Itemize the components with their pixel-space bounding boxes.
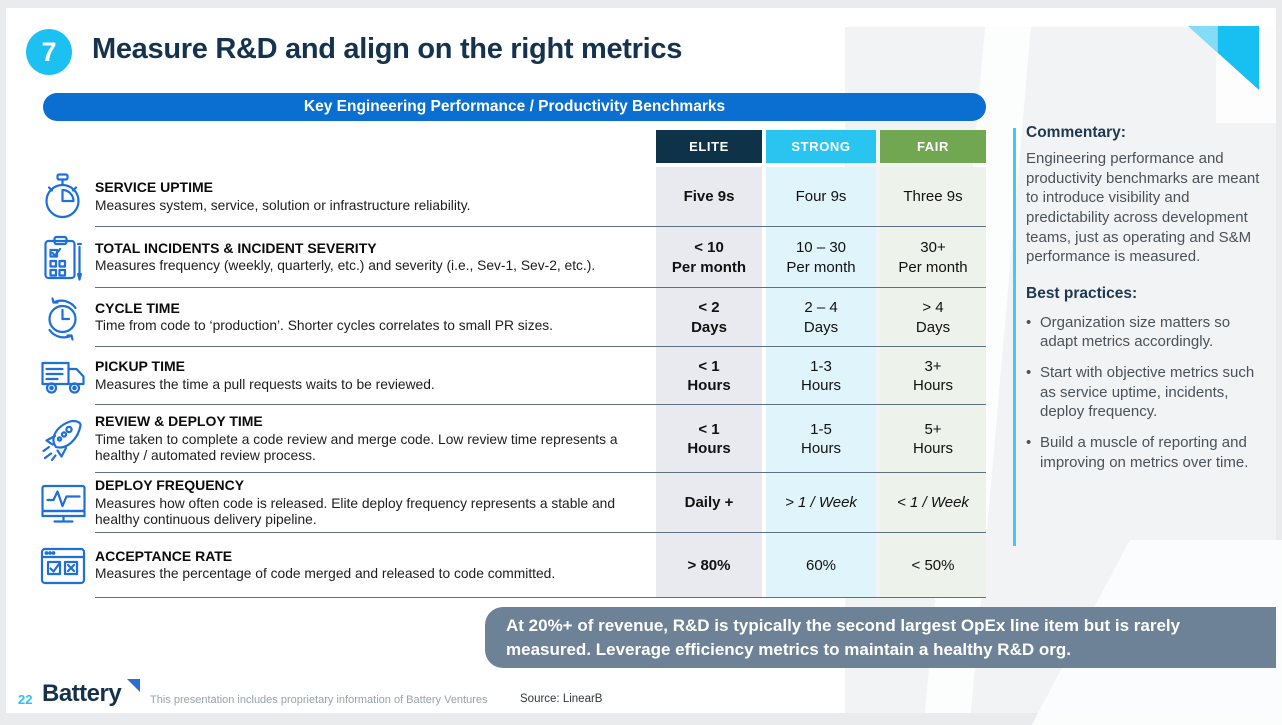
fair-value: > 4 Days bbox=[880, 288, 986, 347]
metric-description: Measures the percentage of code merged a… bbox=[95, 566, 556, 582]
page-number: 22 bbox=[18, 692, 33, 707]
metric-description: Time taken to complete a code review and… bbox=[95, 431, 618, 464]
truck-icon bbox=[40, 347, 95, 405]
table-row: REVIEW & DEPLOY TIME Time taken to compl… bbox=[40, 405, 986, 473]
section-banner: Key Engineering Performance / Productivi… bbox=[43, 93, 986, 121]
metric-name: ACCEPTANCE RATE bbox=[95, 547, 233, 564]
benchmark-table: ELITE STRONG FAIR SERVICE UPTIME Measure… bbox=[40, 130, 986, 598]
stopwatch-icon bbox=[40, 167, 95, 227]
best-practice-item: • Start with objective metrics such as se… bbox=[1026, 364, 1255, 421]
fair-value: 5+ Hours bbox=[880, 405, 986, 473]
fair-value: < 1 / Week bbox=[880, 473, 986, 533]
metric-description: Measures system, service, solution or in… bbox=[95, 197, 471, 213]
strong-value: 60% bbox=[766, 533, 876, 598]
best-practices-list: • Organization size matters so adapt metr… bbox=[1026, 313, 1268, 472]
best-practice-item: • Organization size matters so adapt metr… bbox=[1026, 313, 1231, 351]
fair-value: 3+ Hours bbox=[880, 347, 986, 405]
strong-value: Four 9s bbox=[766, 167, 876, 227]
table-row: SERVICE UPTIME Measures system, service,… bbox=[40, 167, 986, 227]
elite-value: < 1 Hours bbox=[656, 405, 762, 473]
metric-name: PICKUP TIME bbox=[95, 358, 185, 375]
elite-value: < 2 Days bbox=[656, 288, 762, 347]
table-row: PICKUP TIME Measures the time a pull req… bbox=[40, 347, 986, 405]
elite-value: < 1 Hours bbox=[656, 347, 762, 405]
footer-source: Source: LinearB bbox=[520, 693, 603, 705]
browser-check-icon bbox=[40, 533, 95, 598]
clipboard-checklist-icon bbox=[40, 227, 95, 288]
header-spacer bbox=[40, 130, 656, 163]
commentary-text: Engineering performance and productivity… bbox=[1026, 150, 1260, 266]
strong-value: 10 – 30 Per month bbox=[766, 227, 876, 288]
elite-value: < 10 Per month bbox=[656, 227, 762, 288]
cycle-clock-icon bbox=[40, 288, 95, 347]
commentary-sidebar: Commentary: Engineering performance and … bbox=[1026, 124, 1268, 472]
sidebar-accent-line bbox=[1013, 128, 1016, 546]
callout-text: At 20%+ of revenue, R&D is typically the… bbox=[506, 616, 1181, 659]
footer-disclaimer: This presentation includes proprietary i… bbox=[150, 694, 488, 706]
best-practices-heading: Best practices: bbox=[1026, 284, 1138, 302]
strong-value: 2 – 4 Days bbox=[766, 288, 876, 347]
elite-value: Five 9s bbox=[656, 167, 762, 227]
column-header-elite: ELITE bbox=[656, 130, 762, 163]
table-row: CYCLE TIME Time from code to ‘production… bbox=[40, 288, 986, 347]
table-row: ACCEPTANCE RATE Measures the percentage … bbox=[40, 533, 986, 598]
metric-name: SERVICE UPTIME bbox=[95, 179, 213, 196]
benchmark-rows: SERVICE UPTIME Measures system, service,… bbox=[40, 167, 986, 598]
fair-value: < 50% bbox=[880, 533, 986, 598]
best-practice-item: • Build a muscle of reporting and improvi… bbox=[1026, 434, 1249, 471]
table-row: TOTAL INCIDENTS & INCIDENT SEVERITY Meas… bbox=[40, 227, 986, 288]
column-header-fair: FAIR bbox=[880, 130, 986, 163]
table-row: DEPLOY FREQUENCY Measures how often code… bbox=[40, 473, 986, 533]
metric-name: DEPLOY FREQUENCY bbox=[95, 476, 245, 493]
metric-description: Measures how often code is released. Eli… bbox=[95, 495, 615, 528]
strong-value: 1-5 Hours bbox=[766, 405, 876, 473]
table-header-row: ELITE STRONG FAIR bbox=[40, 130, 986, 163]
metric-name: TOTAL INCIDENTS & INCIDENT SEVERITY bbox=[95, 239, 377, 256]
fair-value: 30+ Per month bbox=[880, 227, 986, 288]
metric-name: REVIEW & DEPLOY TIME bbox=[95, 412, 263, 429]
corner-triangle-icon bbox=[1188, 26, 1259, 90]
fair-value: Three 9s bbox=[880, 167, 986, 227]
rocket-icon bbox=[40, 405, 95, 473]
metric-description: Measures frequency (weekly, quarterly, e… bbox=[95, 258, 596, 274]
strong-value: 1-3 Hours bbox=[766, 347, 876, 405]
strong-value: > 1 / Week bbox=[766, 473, 876, 533]
metric-name: CYCLE TIME bbox=[95, 299, 180, 316]
column-header-strong: STRONG bbox=[766, 130, 876, 163]
metric-description: Time from code to ‘production’. Shorter … bbox=[95, 318, 554, 334]
page-title: Measure R&D and align on the right metri… bbox=[92, 33, 683, 65]
slide-number-badge: 7 bbox=[26, 29, 72, 75]
monitor-pulse-icon bbox=[40, 473, 95, 533]
elite-value: Daily + bbox=[656, 473, 762, 533]
callout-banner: At 20%+ of revenue, R&D is typically the… bbox=[485, 607, 1276, 668]
metric-description: Measures the time a pull requests waits … bbox=[95, 376, 435, 392]
commentary-heading: Commentary: bbox=[1026, 124, 1126, 141]
battery-logo: Battery bbox=[42, 680, 122, 707]
elite-value: > 80% bbox=[656, 533, 762, 598]
